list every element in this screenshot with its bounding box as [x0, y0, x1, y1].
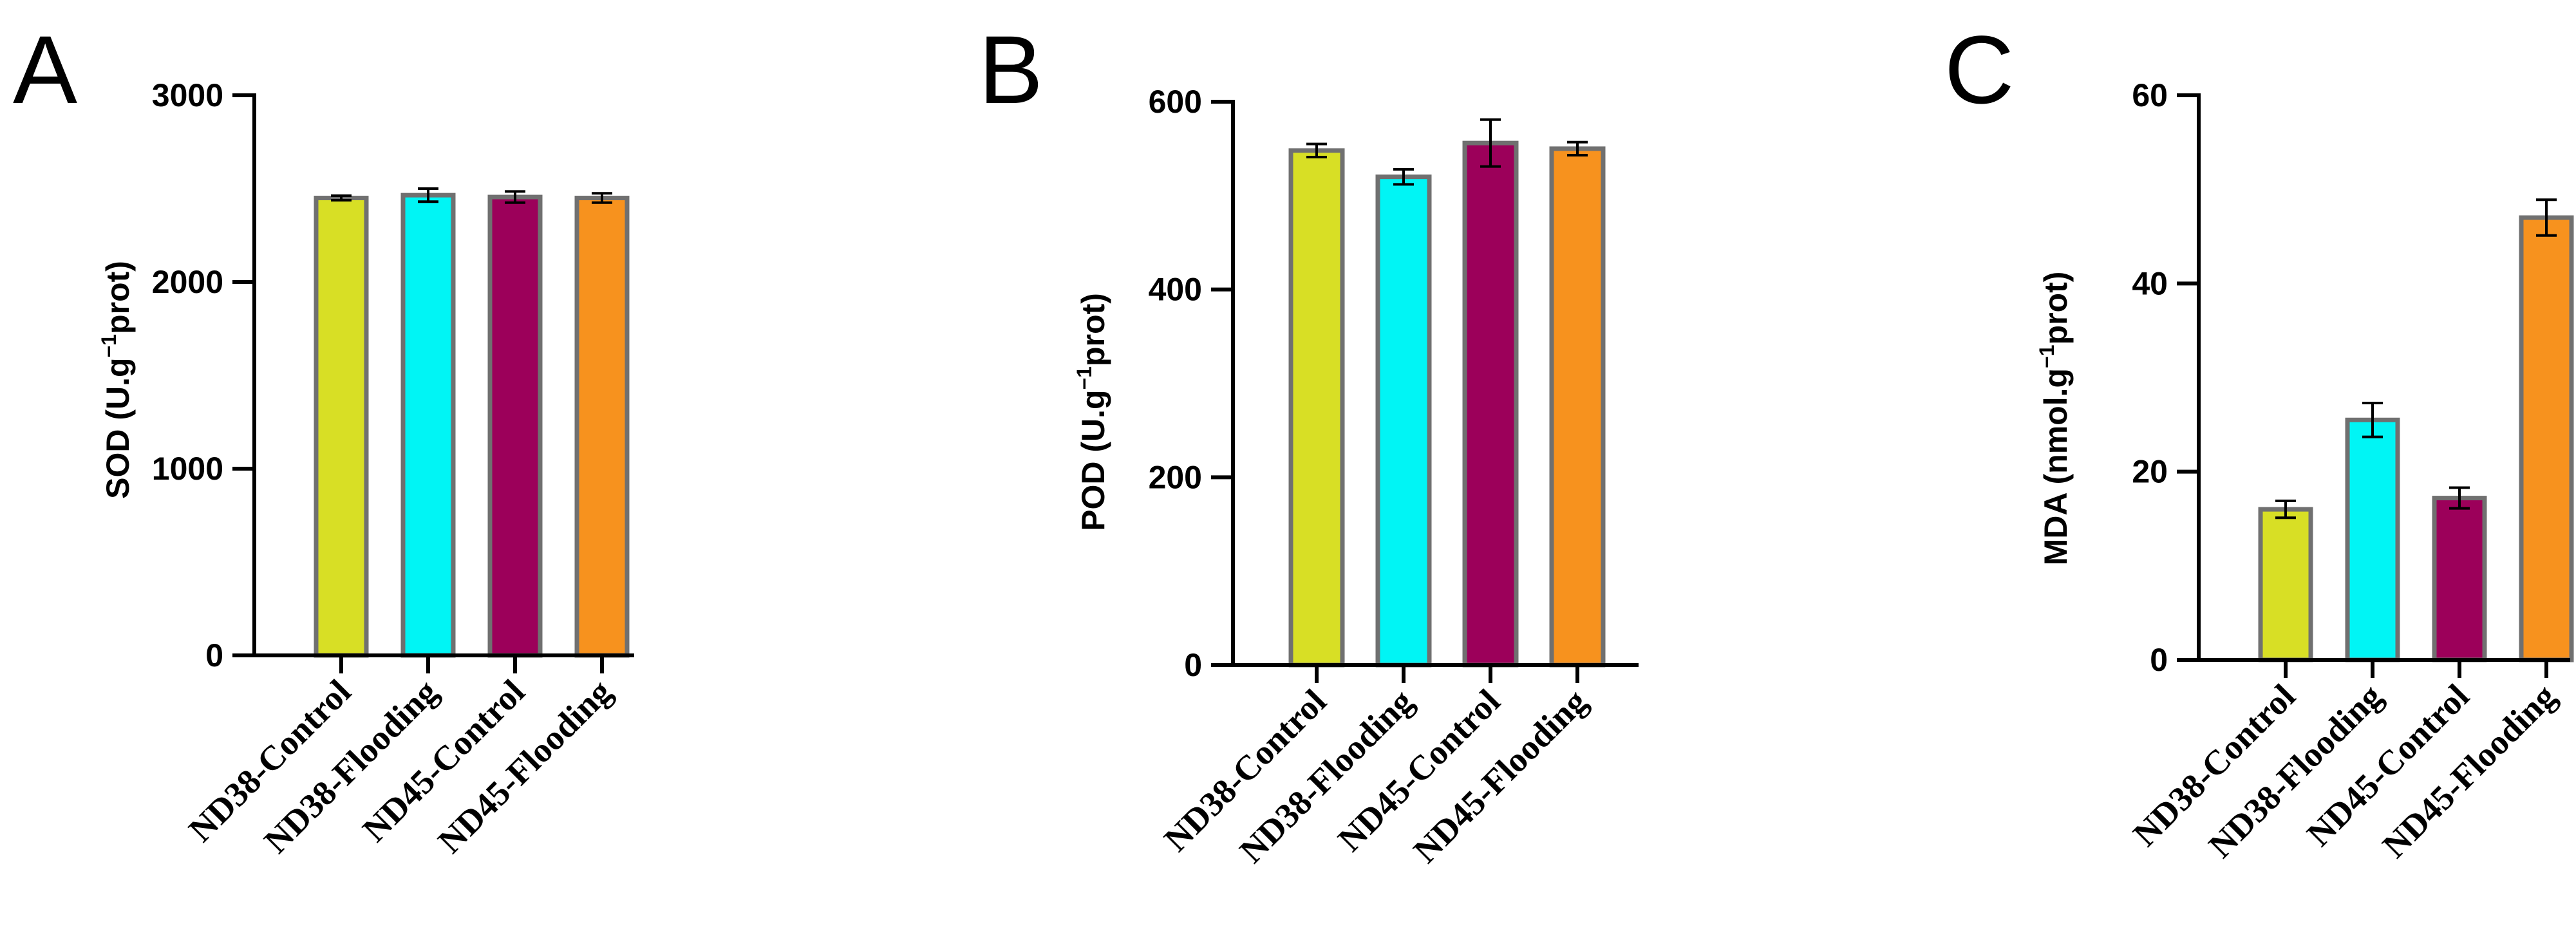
- y-tick-label-b: 400: [1149, 272, 1202, 308]
- bar-b-2: [1375, 174, 1432, 668]
- y-tick-label-c: 60: [2132, 77, 2168, 113]
- error-bar-a-4: [592, 192, 612, 204]
- y-tick-label-b: 200: [1149, 459, 1202, 495]
- error-bar-b-3: [1480, 118, 1501, 168]
- bar-b-3: [1462, 140, 1519, 668]
- y-tick-label-b: 0: [1184, 647, 1202, 683]
- bar-b-4: [1549, 146, 1606, 668]
- error-bar-c-3: [2449, 486, 2470, 510]
- y-tick-label-a: 0: [205, 637, 223, 673]
- panel-c: C MDA (nmol.g−1prot): [1944, 15, 2074, 565]
- y-axis-title-c: MDA (nmol.g−1prot): [2035, 272, 2074, 566]
- error-bar-a-2: [418, 187, 438, 203]
- bar-a-4: [574, 196, 630, 658]
- bar-c-1: [2258, 507, 2313, 662]
- error-bar-a-1: [331, 194, 352, 202]
- chart-b: 0200400600ND38-ControlND38-FloodingND45-…: [1149, 84, 1639, 870]
- error-bar-c-2: [2362, 401, 2383, 438]
- y-axis-title-a: SOD (U.g−1prot): [97, 261, 136, 499]
- error-bar-c-4: [2536, 198, 2557, 237]
- bar-a-2: [400, 192, 456, 658]
- bar-a-1: [314, 196, 369, 658]
- bar-c-4: [2519, 215, 2574, 662]
- y-tick-label-c: 20: [2132, 454, 2168, 490]
- panel-letter-b: B: [979, 15, 1043, 124]
- y-tick-label-a: 1000: [152, 451, 223, 487]
- chart-c: 0204060ND38-ControlND38-FloodingND45-Con…: [2125, 77, 2574, 865]
- bar-c-3: [2432, 496, 2487, 662]
- error-bar-c-1: [2275, 499, 2296, 520]
- error-bar-b-4: [1567, 140, 1588, 157]
- panel-letter-c: C: [1944, 15, 2014, 124]
- y-tick-label-c: 0: [2150, 642, 2168, 678]
- bar-a-3: [487, 194, 543, 658]
- panel-letter-a: A: [13, 15, 77, 124]
- panel-a: A SOD (U.g−1prot): [13, 15, 136, 499]
- y-axis-title-b: POD (U.g−1prot): [1073, 293, 1111, 531]
- y-tick-label-c: 40: [2132, 265, 2168, 301]
- panel-b: B POD (U.g−1prot): [979, 15, 1111, 531]
- y-tick-label-a: 2000: [152, 264, 223, 300]
- y-tick-label-b: 600: [1149, 84, 1202, 120]
- bar-c-2: [2345, 417, 2400, 662]
- y-tick-label-a: 3000: [152, 77, 223, 113]
- error-bar-a-3: [505, 190, 525, 204]
- error-bar-b-1: [1306, 142, 1327, 159]
- bar-b-1: [1288, 148, 1345, 668]
- chart-a: 0100020003000ND38-ControlND38-FloodingND…: [152, 77, 634, 861]
- error-bar-b-2: [1393, 168, 1414, 186]
